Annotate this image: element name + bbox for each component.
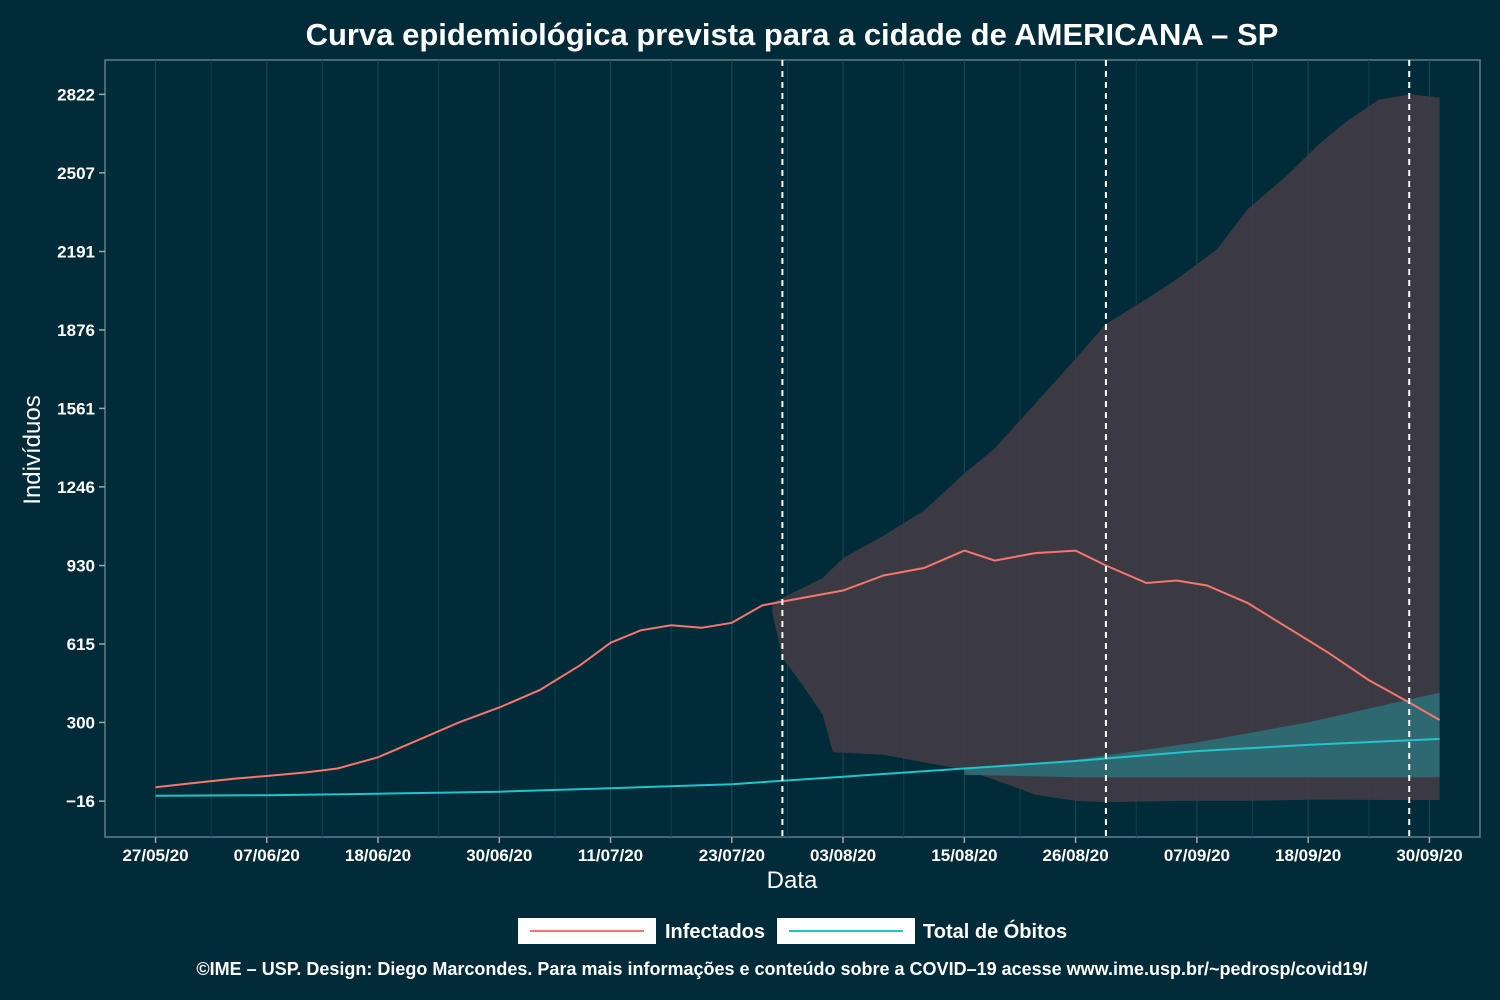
y-tick-label: 615: [67, 635, 95, 654]
y-tick-label: 2191: [57, 243, 95, 262]
x-tick-label: 15/08/20: [931, 846, 997, 865]
y-tick-label: 1876: [57, 321, 95, 340]
y-tick-label: 930: [67, 557, 95, 576]
y-axis-label: Indivíduos: [19, 395, 46, 504]
x-tick-label: 26/08/20: [1042, 846, 1108, 865]
x-tick-label: 11/07/20: [578, 846, 643, 865]
y-tick-label: 2822: [57, 85, 95, 104]
x-tick-label: 18/09/20: [1275, 846, 1341, 865]
legend-label-obitos: Total de Óbitos: [923, 919, 1067, 943]
x-tick-label: 30/09/20: [1396, 846, 1462, 865]
y-tick-label: 300: [67, 713, 95, 732]
chart-title: Curva epidemiológica prevista para a cid…: [306, 17, 1279, 52]
credit-text: ©IME – USP. Design: Diego Marcondes. Par…: [196, 959, 1367, 979]
x-axis: 27/05/20 07/06/20 18/06/20 30/06/20 11/07/20…: [122, 837, 1463, 865]
legend-label-infectados: Infectados: [665, 921, 765, 943]
y-tick-label: −16: [66, 792, 95, 811]
y-tick-label: 1246: [57, 478, 95, 497]
band-total-de-bitos: [964, 692, 1440, 778]
y-tick-label: 1561: [57, 399, 95, 418]
x-tick-label: 18/06/20: [345, 846, 411, 865]
legend: Infectados Total de Óbitos: [518, 918, 1067, 944]
x-tick-label: 27/05/20: [122, 846, 188, 865]
x-tick-label: 07/09/20: [1164, 846, 1230, 865]
x-axis-label: Data: [767, 867, 818, 894]
y-tick-label: 2507: [57, 164, 95, 183]
vertical-dashed-lines: [781, 60, 1411, 837]
x-tick-label: 03/08/20: [810, 846, 876, 865]
x-tick-label: 23/07/20: [699, 846, 765, 865]
plot-area: [104, 59, 1481, 838]
y-axis: −16 300 615 930 1246 1561 1876 2191 2507 2822: [57, 85, 105, 811]
series-line-total-de-bitos: [155, 737, 1440, 797]
x-tick-label: 07/06/20: [234, 846, 300, 865]
x-tick-label: 30/06/20: [466, 846, 532, 865]
